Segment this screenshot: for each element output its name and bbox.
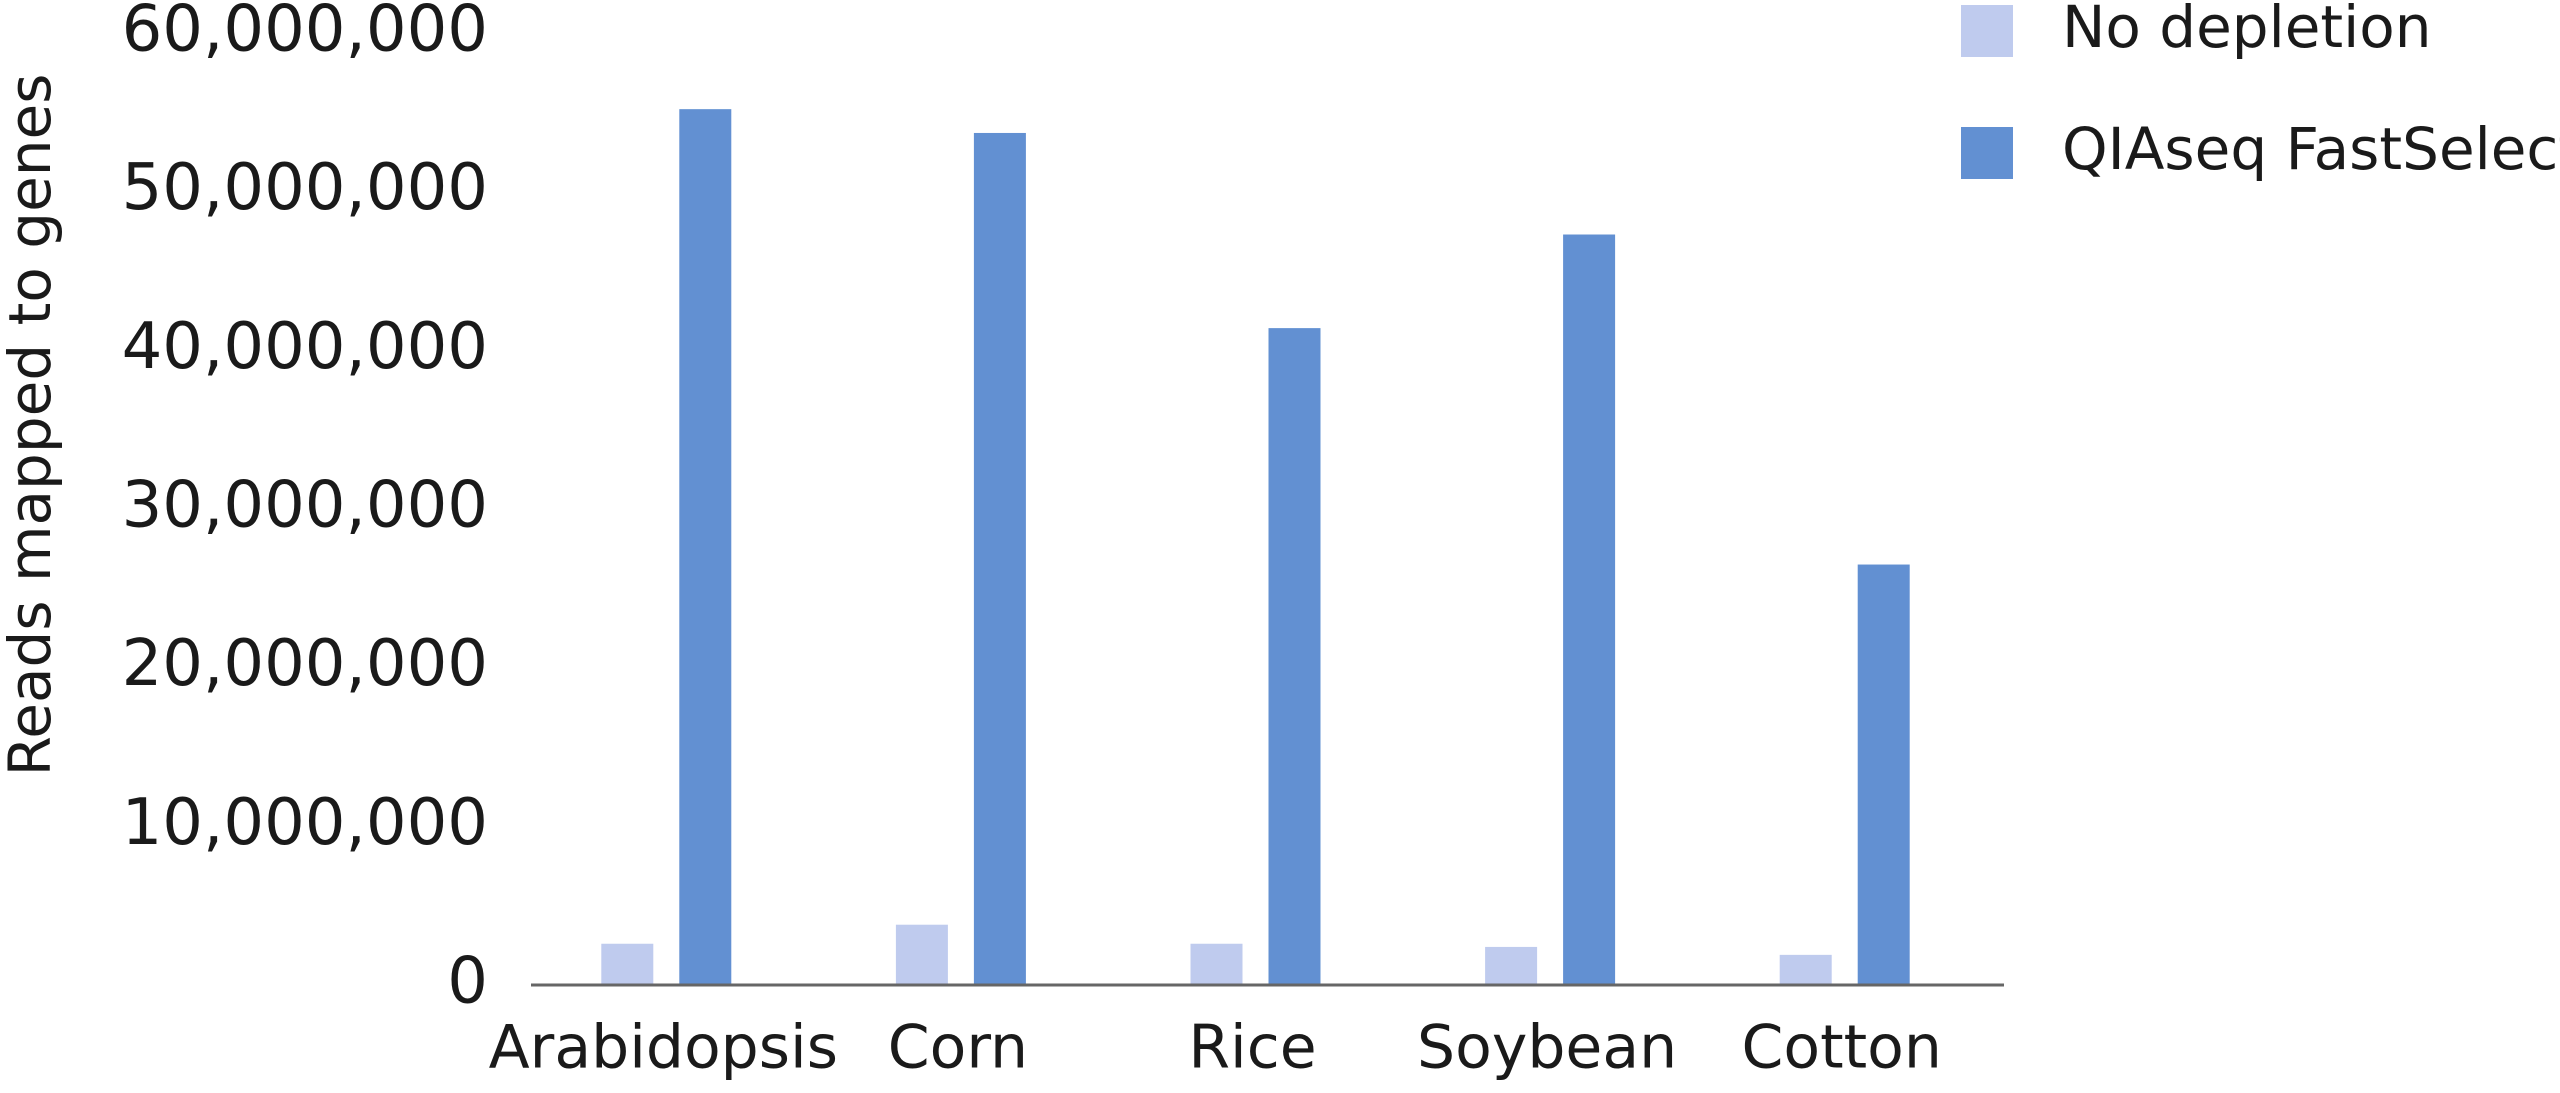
x-tick-label: Soybean xyxy=(1417,1013,1677,1083)
y-tick-label: 50,000,000 xyxy=(122,151,488,225)
bar xyxy=(601,943,654,985)
y-tick-label: 20,000,000 xyxy=(122,627,488,701)
bar xyxy=(679,109,732,985)
x-tick-label: Corn xyxy=(888,1013,1028,1083)
bar xyxy=(973,132,1026,985)
legend-label: QIAseq FastSelect xyxy=(2062,115,2560,183)
y-tick-label: 60,000,000 xyxy=(122,0,488,67)
y-axis-label: Reads mapped to genes xyxy=(0,74,64,777)
y-tick-label: 10,000,000 xyxy=(122,786,488,860)
bar xyxy=(1563,234,1616,986)
bar xyxy=(1190,943,1243,985)
legend-swatch xyxy=(1961,5,2013,57)
y-tick-label: 40,000,000 xyxy=(122,310,488,384)
x-tick-label: Arabidopsis xyxy=(489,1013,838,1083)
bar xyxy=(1857,564,1910,985)
legend-label: No depletion xyxy=(2062,0,2432,61)
x-tick-label: Cotton xyxy=(1742,1013,1942,1083)
bar xyxy=(895,924,948,985)
legend-swatch xyxy=(1961,127,2013,179)
bar xyxy=(1779,954,1832,985)
bar xyxy=(1268,328,1321,985)
y-tick-label: 0 xyxy=(447,945,488,1019)
bar xyxy=(1485,946,1538,985)
x-tick-label: Rice xyxy=(1188,1013,1316,1083)
y-tick-label: 30,000,000 xyxy=(122,469,488,543)
